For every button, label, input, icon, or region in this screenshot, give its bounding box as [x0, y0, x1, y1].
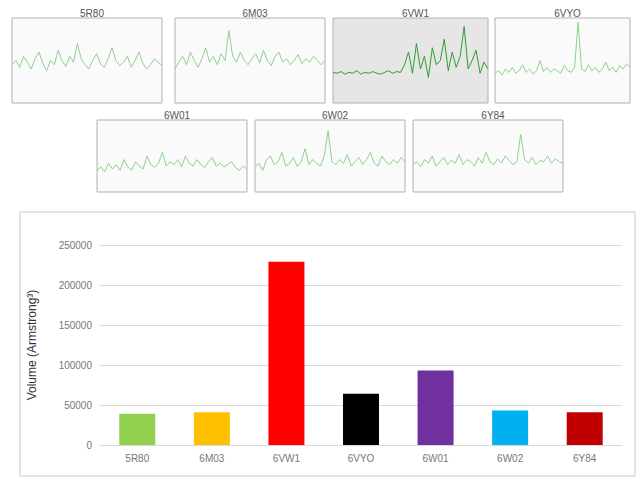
svg-text:6W01: 6W01	[423, 453, 450, 464]
svg-text:50000: 50000	[64, 400, 92, 411]
svg-text:6VW1: 6VW1	[273, 453, 301, 464]
svg-text:6W02: 6W02	[497, 453, 524, 464]
svg-text:6Y84: 6Y84	[481, 110, 505, 121]
svg-text:6M03: 6M03	[242, 8, 267, 19]
svg-text:100000: 100000	[59, 360, 93, 371]
svg-text:6M03: 6M03	[199, 453, 224, 464]
svg-text:6VYO: 6VYO	[348, 453, 375, 464]
svg-text:6Y84: 6Y84	[573, 453, 597, 464]
svg-text:6W02: 6W02	[322, 110, 349, 121]
svg-text:6VYO: 6VYO	[554, 8, 581, 19]
svg-text:250000: 250000	[59, 240, 93, 251]
svg-text:Volume (Armstrong³): Volume (Armstrong³)	[25, 290, 39, 401]
svg-text:200000: 200000	[59, 280, 93, 291]
svg-text:6W01: 6W01	[164, 110, 191, 121]
svg-text:150000: 150000	[59, 320, 93, 331]
svg-text:0: 0	[86, 440, 92, 451]
svg-text:5R80: 5R80	[125, 453, 149, 464]
svg-text:6VW1: 6VW1	[402, 8, 430, 19]
svg-text:5R80: 5R80	[80, 8, 104, 19]
